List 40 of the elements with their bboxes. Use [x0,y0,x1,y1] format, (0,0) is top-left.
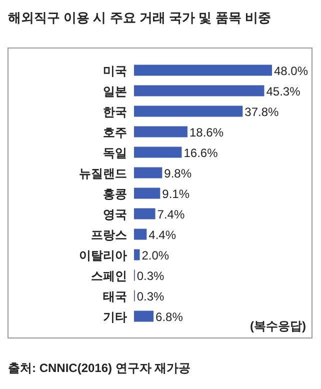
y-tick-label: 호주 [103,125,127,140]
data-label: 9.1% [162,186,190,201]
y-tick-label: 미국 [103,64,127,78]
y-tick-label: 독일 [103,146,127,160]
bar [134,64,272,76]
data-label: 48.0% [274,64,308,78]
bar [134,106,243,117]
y-tick-label: 기타 [103,310,127,324]
chart-title: 해외직구 이용 시 주요 거래 국가 및 품목 비중 [8,10,271,25]
data-label: 2.0% [142,248,170,262]
data-label: 37.8% [244,104,280,119]
bar [134,208,156,220]
annotation: (복수응답) [250,319,306,333]
data-label: 9.8% [164,166,192,180]
y-tick-label: 뉴질랜드 [79,166,127,180]
data-label: 7.4% [157,207,185,222]
y-tick-label: 프랑스 [91,228,127,242]
y-tick-label: 영국 [103,207,127,222]
y-tick-label: 태국 [103,289,127,304]
data-label: 0.3% [136,268,165,283]
bar [134,146,182,158]
data-label: 18.6% [189,125,224,140]
bar [134,310,154,322]
data-label: 6.8% [156,310,184,324]
data-label: 4.4% [148,228,176,242]
data-label: 0.3% [136,289,165,304]
bar [134,249,140,260]
source-note: 출처: CNNIC(2016) 연구자 재가공 [8,361,191,375]
bar [134,188,160,199]
bar [134,85,264,96]
y-tick-label: 일본 [103,84,127,98]
data-label: 16.6% [184,146,218,160]
bar [134,126,188,138]
data-label: 45.3% [266,84,301,98]
y-tick-label: 홍콩 [103,186,127,201]
bar [134,167,162,178]
bar [134,228,147,240]
y-tick-label: 이탈리아 [79,248,127,262]
y-tick-label: 한국 [103,104,127,119]
y-tick-label: 스페인 [91,268,127,283]
